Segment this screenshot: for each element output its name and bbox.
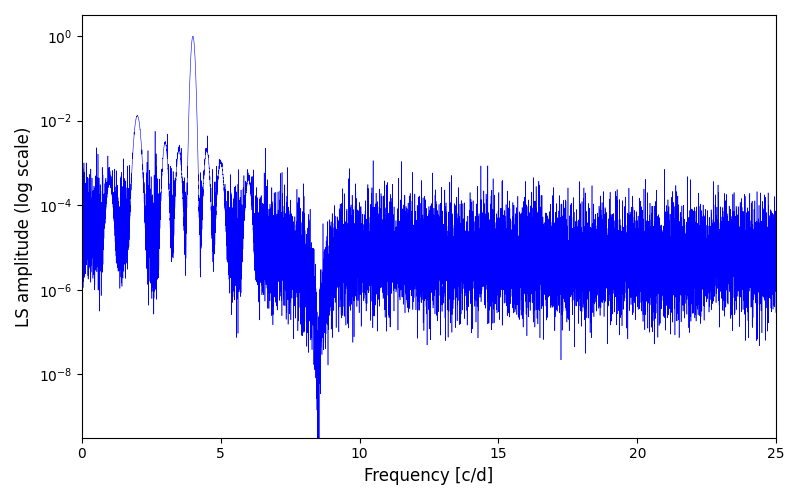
X-axis label: Frequency [c/d]: Frequency [c/d] [364, 467, 494, 485]
Y-axis label: LS amplitude (log scale): LS amplitude (log scale) [15, 126, 33, 326]
